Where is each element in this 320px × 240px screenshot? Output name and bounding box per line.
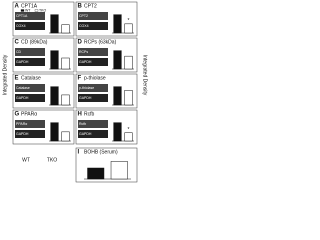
panel-letter: C xyxy=(15,40,20,46)
panel-frame xyxy=(75,1,138,37)
blot-band xyxy=(78,48,108,56)
blot-band xyxy=(78,130,108,138)
panel-letter: A xyxy=(15,4,20,10)
blot-band xyxy=(78,120,108,128)
panel-frame xyxy=(12,37,75,73)
panel-frame xyxy=(75,109,138,145)
panel-letter: B xyxy=(78,4,83,10)
blot-label: GAPDH xyxy=(79,60,92,64)
blot-band xyxy=(15,84,45,92)
blot-label: CD xyxy=(16,50,22,54)
bar xyxy=(61,131,70,142)
panel-frame xyxy=(75,73,138,109)
blot-label: GAPDH xyxy=(79,132,92,136)
panel-title: CPT1A xyxy=(21,3,38,9)
bar xyxy=(50,50,59,70)
blot-label: GAPDH xyxy=(16,132,29,136)
panel-title: CPT2 xyxy=(84,3,97,9)
panel-frame xyxy=(12,1,75,37)
blot-band xyxy=(78,94,108,102)
significance: * xyxy=(128,127,130,133)
panel-letter: G xyxy=(15,112,20,118)
blot-band xyxy=(15,120,45,128)
panel-title: RCPs (63kDa) xyxy=(84,39,117,45)
significance: * xyxy=(128,18,130,24)
legend-label: TKO xyxy=(39,8,46,12)
bar xyxy=(61,57,70,70)
panel-letter: I xyxy=(78,150,80,156)
blot-label: PPARα xyxy=(16,122,27,126)
bar xyxy=(87,167,105,180)
blot-band xyxy=(78,22,108,30)
blot-label: Rcfb xyxy=(79,122,86,126)
legend-swatch xyxy=(20,9,25,12)
bar xyxy=(113,86,122,106)
panel-frame xyxy=(12,73,75,109)
panel-title: Rcfb xyxy=(84,111,95,117)
bar xyxy=(50,14,59,34)
group-label: WT xyxy=(22,157,30,163)
blot-label: GAPDH xyxy=(16,96,29,100)
bar xyxy=(124,23,133,34)
panel-frame xyxy=(75,37,138,73)
blot-band xyxy=(78,12,108,20)
bar xyxy=(110,161,128,180)
bar xyxy=(113,50,122,70)
blot-band xyxy=(78,84,108,92)
panel-frame xyxy=(75,147,138,183)
blot-band xyxy=(15,48,45,56)
panel-frame xyxy=(12,109,75,145)
panel-title: PPARα xyxy=(21,111,37,117)
blot-band xyxy=(15,94,45,102)
blot-label: CPT1A xyxy=(16,14,28,18)
bar xyxy=(113,14,122,34)
blot-label: CPT2 xyxy=(79,14,88,18)
blot-label: COX4 xyxy=(79,24,89,28)
bar xyxy=(124,90,133,106)
bar xyxy=(124,55,133,70)
blot-label: COX4 xyxy=(16,24,26,28)
blot-label: p-thiolase xyxy=(79,86,94,90)
panel-letter: F xyxy=(78,76,82,82)
legend-label: WT xyxy=(25,8,31,12)
panel-title: Catalase xyxy=(21,75,41,81)
panel-letter: H xyxy=(78,112,82,118)
bar xyxy=(113,122,122,142)
bar xyxy=(50,122,59,142)
blot-band xyxy=(78,58,108,66)
blot-label: GAPDH xyxy=(16,60,29,64)
bar xyxy=(61,24,70,34)
panel-title: CD (89kDa) xyxy=(21,39,48,45)
blot-band xyxy=(15,130,45,138)
panel-letter: D xyxy=(78,40,83,46)
y-axis-label: Integrated Density xyxy=(2,54,8,95)
panel-title: p-thiolase xyxy=(84,75,106,81)
group-label: TKO xyxy=(47,157,57,163)
y-axis-label: Integrated Density xyxy=(142,55,148,96)
panel-letter: E xyxy=(15,76,19,82)
legend-swatch xyxy=(34,9,39,12)
blot-label: Catalase xyxy=(16,86,30,90)
blot-label: RCPs xyxy=(79,50,88,54)
blot-band xyxy=(15,22,45,30)
blot-label: GAPDH xyxy=(79,96,92,100)
blot-band xyxy=(15,12,45,20)
bar xyxy=(124,132,133,142)
bar xyxy=(50,86,59,106)
bar xyxy=(61,94,70,106)
panel-title: BOHB (Serum) xyxy=(84,149,118,155)
blot-band xyxy=(15,58,45,66)
